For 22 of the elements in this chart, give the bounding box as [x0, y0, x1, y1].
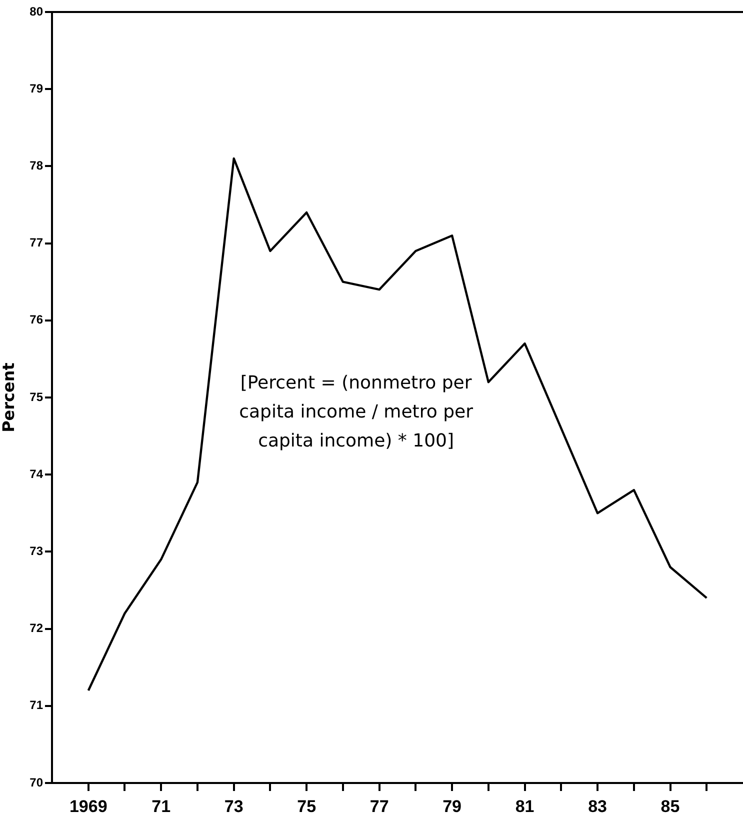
x-tick-label: 83 [588, 796, 607, 816]
x-tick-label: 81 [515, 796, 534, 816]
x-tick-label: 73 [224, 796, 244, 816]
y-tick-label: 78 [30, 158, 44, 173]
x-tick-label: 75 [297, 796, 316, 816]
y-tick-label: 80 [30, 4, 44, 18]
x-tick-label: 85 [660, 796, 680, 816]
x-tick-label: 1969 [69, 796, 108, 816]
x-tick-label: 71 [152, 796, 171, 816]
x-tick-label: 77 [370, 796, 389, 816]
y-tick-label: 72 [30, 621, 44, 636]
y-tick-label: 77 [30, 236, 44, 250]
y-tick-label: 73 [30, 544, 44, 558]
x-tick-label: 79 [442, 796, 462, 816]
y-tick-label: 75 [30, 390, 44, 404]
y-tick-label: 74 [30, 466, 44, 481]
y-tick-label: 71 [30, 698, 44, 712]
y-axis-title: Percent [0, 362, 18, 432]
y-tick-label: 79 [30, 81, 44, 96]
y-tick-label: 76 [30, 312, 44, 327]
annotation: [Percent = (nonmetro per capita income / metro per capita income) * 100] [239, 372, 474, 452]
y-tick-label: 70 [30, 775, 44, 790]
